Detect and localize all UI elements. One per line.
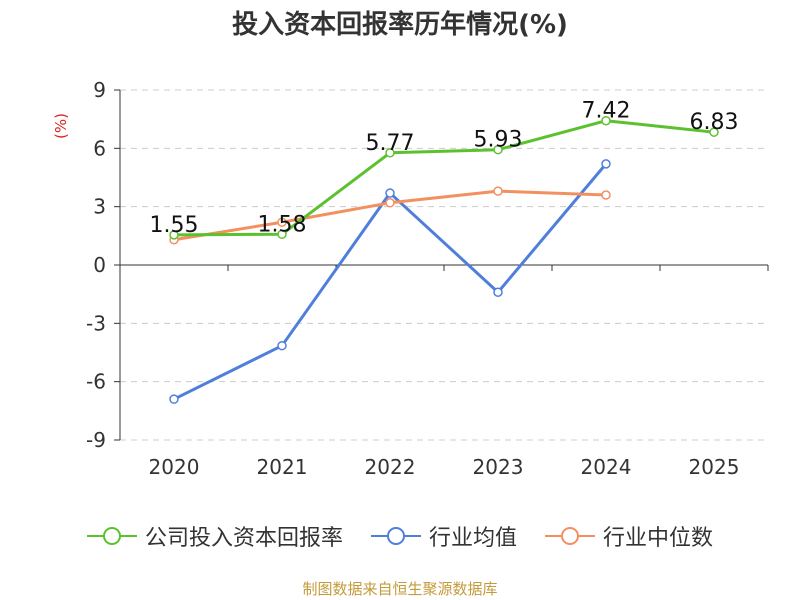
data-point [385, 148, 395, 158]
x-tick-label: 2020 [149, 455, 200, 479]
data-point [169, 230, 179, 240]
data-point [601, 115, 611, 126]
source-note: 制图数据来自恒生聚源数据库 [302, 580, 498, 598]
data-point [277, 340, 287, 351]
x-tick-label: 2021 [257, 455, 308, 479]
y-tick-label: 0 [93, 253, 106, 277]
x-tick-label: 2023 [473, 455, 524, 479]
data-point [169, 394, 179, 404]
y-tick-label: 6 [93, 136, 106, 160]
y-tick-label: -3 [86, 311, 106, 335]
data-point [493, 186, 503, 196]
data-point [385, 188, 395, 198]
legend-item-company[interactable]: 公司投入资本回报率 [86, 520, 343, 552]
x-tick-label: 2024 [581, 455, 632, 479]
legend-label-industry-median: 行业中位数 [603, 526, 714, 551]
legend-marker-industry-mean-icon [370, 527, 421, 545]
data-label: 6.83 [690, 110, 739, 135]
data-label: 5.77 [366, 131, 415, 156]
y-tick-label: -6 [86, 370, 106, 394]
legend-label-company: 公司投入资本回报率 [144, 526, 343, 551]
y-tick-label: 9 [93, 78, 106, 102]
legend-item-industry-median[interactable]: 行业中位数 [545, 520, 713, 552]
data-point [709, 127, 719, 137]
legend-item-industry-mean[interactable]: 行业均值 [370, 520, 517, 552]
data-label: 5.93 [474, 128, 523, 153]
x-tick-label: 2022 [365, 455, 416, 479]
y-tick-label: 3 [93, 195, 106, 219]
data-point [601, 190, 611, 200]
legend-marker-company-icon [86, 527, 137, 545]
data-label: 1.55 [150, 213, 199, 238]
y-axis-unit-label: (%) [52, 113, 70, 139]
series-line-0 [173, 119, 715, 237]
legend-marker-industry-median-icon [545, 527, 595, 545]
data-label: 7.42 [582, 99, 631, 124]
data-point [277, 217, 287, 227]
data-point [601, 159, 611, 169]
data-point [277, 229, 287, 240]
y-tick-label: -9 [86, 428, 106, 452]
legend-label-industry-mean: 行业均值 [428, 526, 517, 551]
x-tick-label: 2025 [689, 455, 740, 479]
data-point [385, 198, 395, 208]
legend: 公司投入资本回报率 行业均值 行业中位数 [0, 520, 800, 552]
data-point [493, 287, 503, 297]
data-point [493, 144, 503, 155]
chart-title: 投入资本回报率历年情况(%) [232, 10, 568, 40]
data-label: 1.58 [258, 212, 307, 237]
